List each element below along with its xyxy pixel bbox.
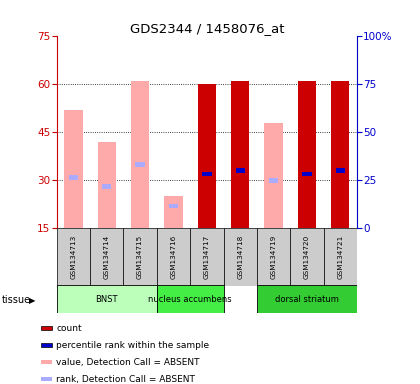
Bar xyxy=(198,84,216,228)
Text: nucleus accumbens: nucleus accumbens xyxy=(148,295,232,304)
Bar xyxy=(169,204,178,209)
Bar xyxy=(190,228,223,286)
Text: tissue: tissue xyxy=(2,295,31,305)
Bar xyxy=(157,285,223,313)
Bar xyxy=(57,285,157,313)
Bar xyxy=(97,142,116,228)
Text: GSM134720: GSM134720 xyxy=(304,235,310,280)
Text: GSM134719: GSM134719 xyxy=(270,235,277,280)
Bar xyxy=(64,110,83,228)
Text: GSM134718: GSM134718 xyxy=(237,235,243,280)
Text: GSM134714: GSM134714 xyxy=(104,235,110,280)
Bar xyxy=(42,377,52,381)
Bar xyxy=(324,228,357,286)
Text: GSM134715: GSM134715 xyxy=(137,235,143,280)
Bar xyxy=(164,197,183,228)
Text: BNST: BNST xyxy=(95,295,118,304)
Bar xyxy=(102,184,111,189)
Bar xyxy=(336,169,345,173)
Text: dorsal striatum: dorsal striatum xyxy=(275,295,339,304)
Bar xyxy=(236,169,245,173)
Bar xyxy=(331,81,349,228)
Bar xyxy=(157,228,190,286)
Bar xyxy=(123,228,157,286)
Text: GSM134716: GSM134716 xyxy=(171,235,176,280)
Text: rank, Detection Call = ABSENT: rank, Detection Call = ABSENT xyxy=(56,375,195,384)
Bar xyxy=(42,326,52,330)
Text: percentile rank within the sample: percentile rank within the sample xyxy=(56,341,210,350)
Text: ▶: ▶ xyxy=(29,296,35,305)
Bar xyxy=(90,228,123,286)
Bar xyxy=(302,172,312,177)
Bar xyxy=(202,172,212,177)
Bar xyxy=(231,81,249,228)
Title: GDS2344 / 1458076_at: GDS2344 / 1458076_at xyxy=(130,22,284,35)
Bar xyxy=(269,178,278,183)
Bar xyxy=(57,228,90,286)
Bar xyxy=(265,123,283,228)
Text: GSM134721: GSM134721 xyxy=(337,235,343,280)
Bar xyxy=(135,162,145,167)
Text: count: count xyxy=(56,324,82,333)
Text: GSM134713: GSM134713 xyxy=(71,235,76,280)
Bar xyxy=(223,228,257,286)
Bar xyxy=(42,343,52,347)
Bar xyxy=(131,81,149,228)
Text: GSM134717: GSM134717 xyxy=(204,235,210,280)
Bar xyxy=(42,360,52,364)
Bar xyxy=(298,81,316,228)
Bar xyxy=(257,285,357,313)
Text: value, Detection Call = ABSENT: value, Detection Call = ABSENT xyxy=(56,358,200,367)
Bar xyxy=(69,175,78,180)
Bar xyxy=(257,228,290,286)
Bar xyxy=(290,228,324,286)
